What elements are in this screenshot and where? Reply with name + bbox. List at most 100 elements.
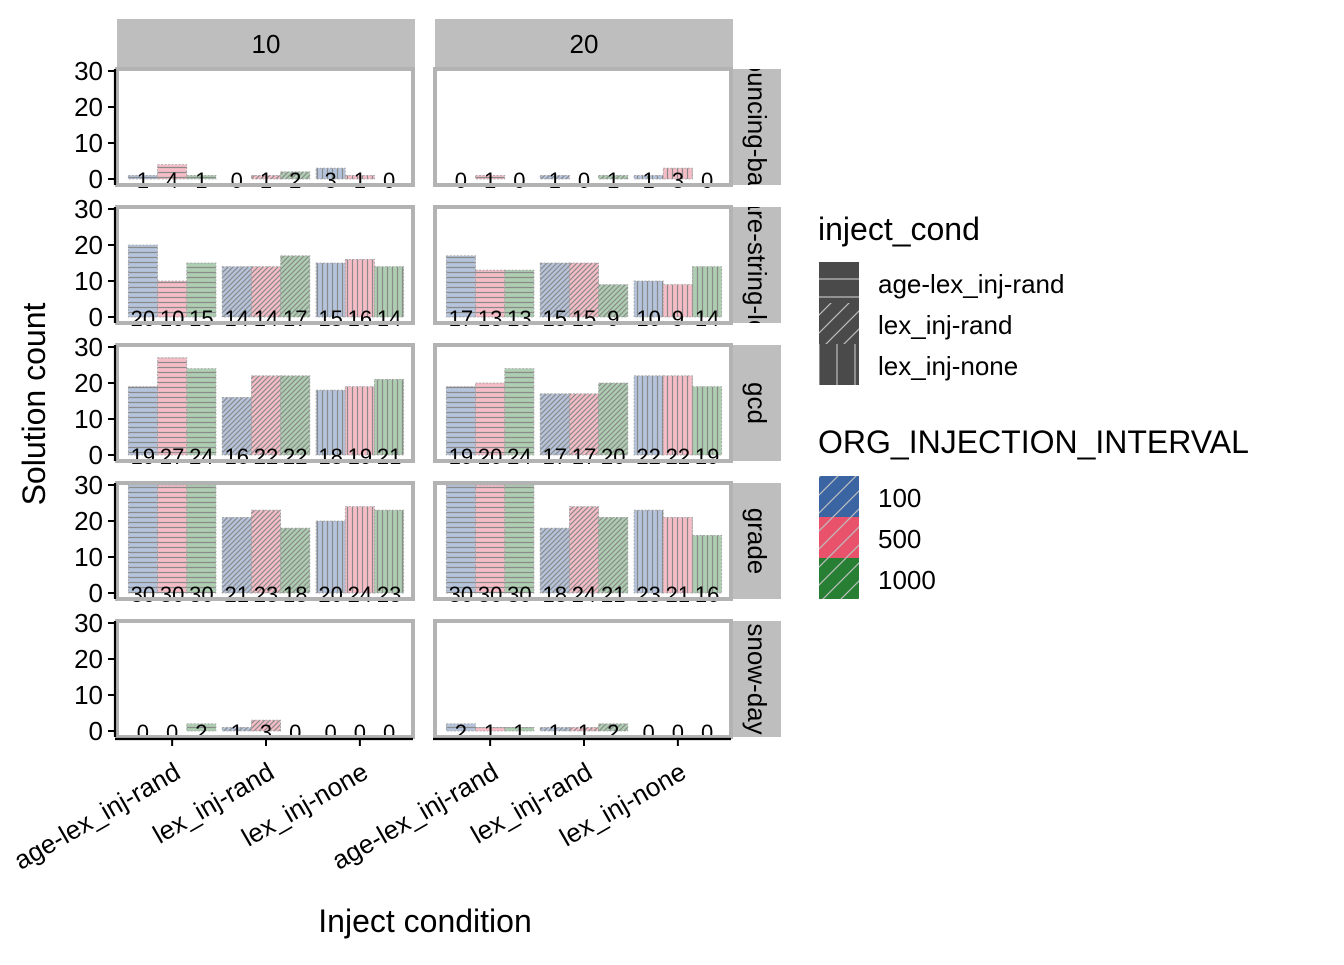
bar-value-label: 24 — [572, 582, 596, 607]
bar-value-label: 1 — [513, 720, 525, 745]
bar — [475, 484, 506, 594]
legend-item-label: 100 — [878, 483, 921, 513]
bar-value-label: 16 — [348, 306, 372, 331]
bar — [633, 375, 664, 456]
bar — [186, 262, 217, 318]
bar-value-label: 3 — [325, 168, 337, 193]
bar-value-label: 20 — [601, 444, 625, 469]
bar — [475, 382, 506, 456]
bar-value-label: 1 — [643, 168, 655, 193]
y-tick-label: 10 — [74, 266, 103, 296]
bar — [598, 382, 629, 456]
bar-value-label: 20 — [478, 444, 502, 469]
legend-key — [819, 517, 859, 558]
column-strip: 10 — [117, 19, 415, 69]
bar — [157, 484, 188, 594]
bar — [221, 517, 252, 594]
bar — [221, 396, 252, 456]
y-tick-label: 0 — [89, 164, 103, 194]
bar — [250, 719, 282, 732]
bar — [598, 284, 629, 318]
panel-border — [433, 481, 733, 601]
bar — [127, 174, 158, 180]
bar-value-label: 30 — [478, 582, 502, 607]
legend-item-label: lex_inj-rand — [878, 310, 1012, 340]
bar-value-label: 22 — [283, 444, 307, 469]
bar — [157, 357, 188, 456]
bar — [127, 244, 158, 318]
bar-value-label: 16 — [695, 582, 719, 607]
bar-value-label: 19 — [131, 444, 155, 469]
row-strip-label: snow-day — [742, 623, 772, 734]
y-axis: 0 10 20 30 — [74, 332, 117, 470]
bar-value-label: 23 — [377, 582, 401, 607]
bar-value-label: 1 — [354, 168, 366, 193]
bar-value-label: 17 — [543, 444, 567, 469]
bar-value-label: 4 — [166, 168, 178, 193]
bar-value-label: 18 — [543, 582, 567, 607]
column-strip: 20 — [435, 19, 733, 69]
bar — [539, 727, 570, 732]
row-strip-label: bouncing-balls — [742, 43, 772, 211]
bar-value-label: 20 — [318, 582, 342, 607]
bar-value-label: 23 — [636, 582, 660, 607]
bar-value-label: 17 — [283, 306, 307, 331]
legend-title: ORG_INJECTION_INTERVAL — [818, 424, 1249, 460]
bar — [221, 266, 252, 318]
bar-value-label: 1 — [549, 720, 561, 745]
row-strip: grade — [733, 483, 781, 599]
bar-value-label: 22 — [636, 444, 660, 469]
bar-value-label: 30 — [507, 582, 531, 607]
legend-key — [819, 344, 859, 385]
column-strip-label: 10 — [252, 29, 281, 59]
row-strip: gcd — [733, 345, 781, 461]
facet-panel: 19 20 24 17 17 20 22 22 19 — [433, 343, 733, 469]
bar — [315, 389, 346, 456]
panel-border — [115, 343, 415, 463]
bar-value-label: 0 — [643, 720, 655, 745]
y-tick-label: 20 — [74, 230, 103, 260]
bar — [186, 484, 217, 594]
bar-value-label: 21 — [377, 444, 401, 469]
bar-value-label: 2 — [289, 168, 301, 193]
bar — [221, 727, 252, 732]
bar-value-label: 24 — [507, 444, 531, 469]
legend-inject-cond: inject_cond age-lex_inj-rand lex_inj-randl… — [818, 211, 1064, 385]
bar — [315, 520, 346, 594]
y-tick-label: 30 — [74, 332, 103, 362]
legend-injection-interval: ORG_INJECTION_INTERVAL 100 500 1000 — [818, 424, 1249, 599]
bar-value-label: 10 — [636, 306, 660, 331]
bar — [662, 167, 693, 180]
bar-value-label: 3 — [672, 168, 684, 193]
bar — [475, 727, 506, 732]
bar — [539, 393, 570, 456]
y-tick-label: 30 — [74, 470, 103, 500]
bar-value-label: 15 — [543, 306, 567, 331]
bar — [250, 266, 282, 318]
panel-layer: 10 20 bouncing-ballscompare-string-lengths… — [9, 19, 781, 875]
y-tick-label: 20 — [74, 644, 103, 674]
bar — [157, 164, 188, 180]
bar-value-label: 0 — [455, 168, 467, 193]
bar-value-label: 1 — [549, 168, 561, 193]
bar — [280, 255, 311, 318]
bar — [692, 266, 723, 318]
row-strip: bouncing-balls — [733, 43, 781, 211]
bar — [598, 517, 629, 594]
row-strip-label: grade — [742, 508, 772, 575]
bar-value-label: 30 — [189, 582, 213, 607]
bar-value-label: 1 — [231, 720, 243, 745]
bar — [598, 174, 629, 180]
bar — [374, 266, 405, 318]
bar — [315, 167, 346, 180]
bar-value-label: 0 — [383, 720, 395, 745]
bar — [504, 368, 535, 456]
bar-value-label: 9 — [672, 306, 684, 331]
bar — [250, 375, 282, 456]
bar — [250, 174, 282, 180]
bar-value-label: 2 — [607, 720, 619, 745]
row-strip-label: gcd — [742, 382, 772, 424]
